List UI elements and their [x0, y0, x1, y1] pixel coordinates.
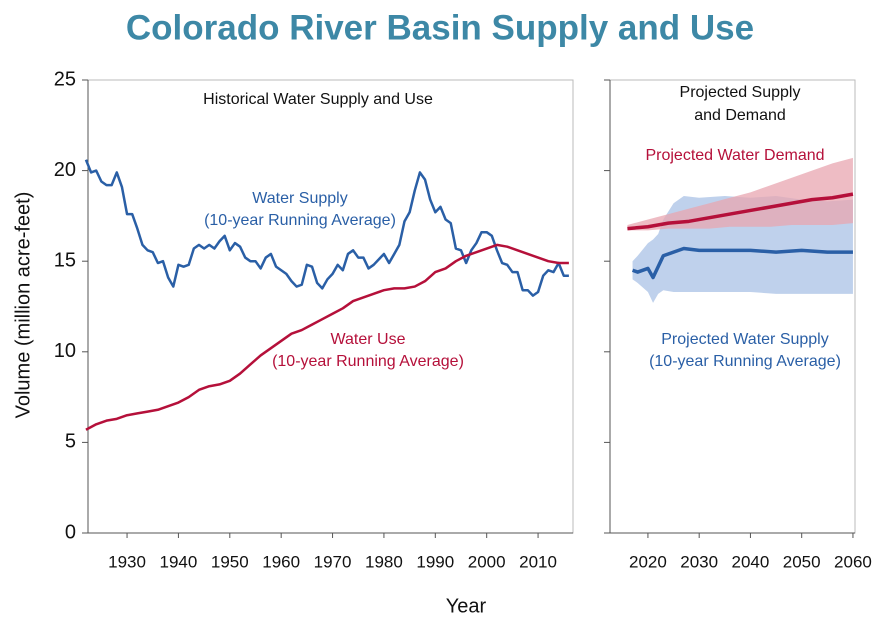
line-series — [631, 246, 853, 280]
panel-subtitle: Historical Water Supply and Use — [203, 91, 433, 108]
line-series — [627, 192, 854, 231]
y-tick-label: 0 — [65, 521, 76, 543]
x-tick-label: 1970 — [314, 552, 352, 571]
x-tick-label: 2030 — [680, 552, 718, 571]
chart-title: Colorado River Basin Supply and Use — [126, 8, 754, 47]
x-tick-label: 1940 — [160, 552, 198, 571]
y-tick-label: 25 — [54, 68, 76, 90]
x-tick-label: 1930 — [108, 552, 146, 571]
series-label: (10-year Running Average) — [204, 212, 396, 229]
series-label: (10-year Running Average) — [649, 353, 841, 370]
x-tick-label: 2020 — [629, 552, 667, 571]
x-tick-label: 2040 — [732, 552, 770, 571]
series-label: Water Supply — [252, 190, 347, 207]
x-tick-label: 2000 — [468, 552, 506, 571]
panel-subtitle: Projected Supply — [680, 84, 801, 101]
x-tick-label: 1980 — [365, 552, 403, 571]
x-tick-label: 1950 — [211, 552, 249, 571]
y-axis-label: Volume (million acre-feet) — [12, 192, 34, 419]
panel-subtitle: and Demand — [694, 107, 786, 124]
y-tick-label: 20 — [54, 159, 76, 181]
x-tick-label: 1960 — [262, 552, 300, 571]
line-series — [84, 159, 569, 297]
x-tick-label: 2010 — [519, 552, 557, 571]
series-label: (10-year Running Average) — [272, 353, 464, 370]
x-tick-label: 1990 — [416, 552, 454, 571]
series-label: Water Use — [331, 331, 406, 348]
x-axis-label: Year — [446, 595, 487, 617]
y-tick-label: 10 — [54, 340, 76, 362]
y-tick-label: 5 — [65, 431, 76, 453]
x-tick-label: 2050 — [783, 552, 821, 571]
line-series — [85, 243, 569, 431]
y-tick-label: 15 — [54, 249, 76, 271]
series-label: Projected Water Supply — [661, 331, 828, 348]
range-band — [627, 157, 853, 231]
plot-frame — [87, 79, 574, 534]
series-label: Projected Water Demand — [645, 147, 824, 164]
x-tick-label: 2060 — [834, 552, 872, 571]
